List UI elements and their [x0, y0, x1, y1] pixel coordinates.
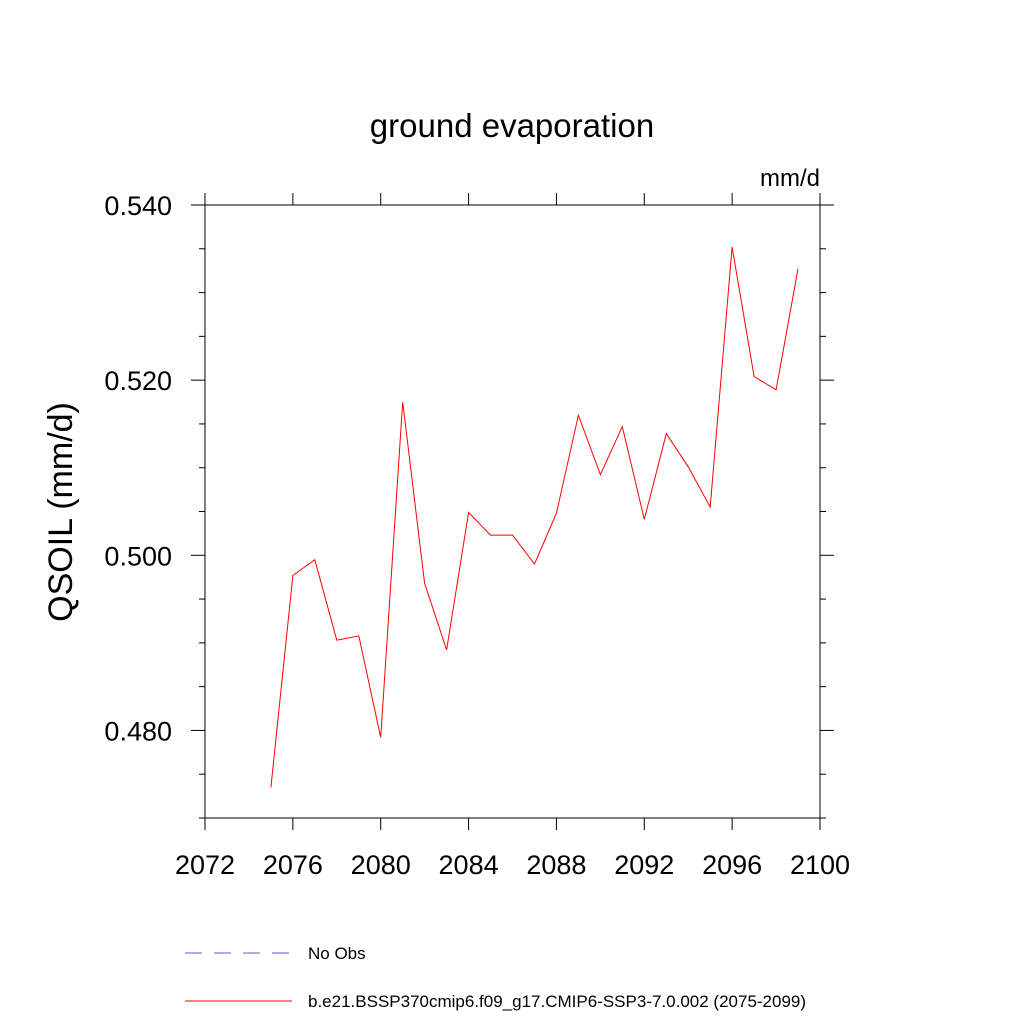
y-tick-label: 0.540: [104, 191, 172, 221]
y-tick-label: 0.480: [104, 716, 172, 746]
y-tick-label: 0.500: [104, 541, 172, 571]
y-axis-ticks: 0.480 0.500 0.520 0.540: [104, 191, 834, 819]
y-tick-label: 0.520: [104, 366, 172, 396]
x-tick-label: 2080: [351, 850, 411, 880]
chart-title: ground evaporation: [370, 107, 654, 144]
series-line: [270, 246, 799, 788]
x-tick-label: 2100: [790, 850, 850, 880]
x-tick-label: 2096: [702, 850, 762, 880]
y-axis-label: QSOIL (mm/d): [42, 402, 80, 622]
x-tick-label: 2072: [175, 850, 235, 880]
x-tick-label: 2092: [614, 850, 674, 880]
units-label: mm/d: [760, 165, 820, 192]
legend-label: No Obs: [308, 944, 366, 963]
x-tick-label: 2088: [526, 850, 586, 880]
legend-label: b.e21.BSSP370cmip6.f09_g17.CMIP6-SSP3-7.…: [308, 992, 806, 1011]
series-layer: [270, 246, 799, 788]
x-tick-label: 2084: [439, 850, 499, 880]
x-axis-ticks: 2072 2076 2080 2084 2088 2092 2096 2100: [175, 193, 850, 880]
x-tick-label: 2076: [263, 850, 323, 880]
legend: No Obs b.e21.BSSP370cmip6.f09_g17.CMIP6-S…: [185, 944, 806, 1011]
